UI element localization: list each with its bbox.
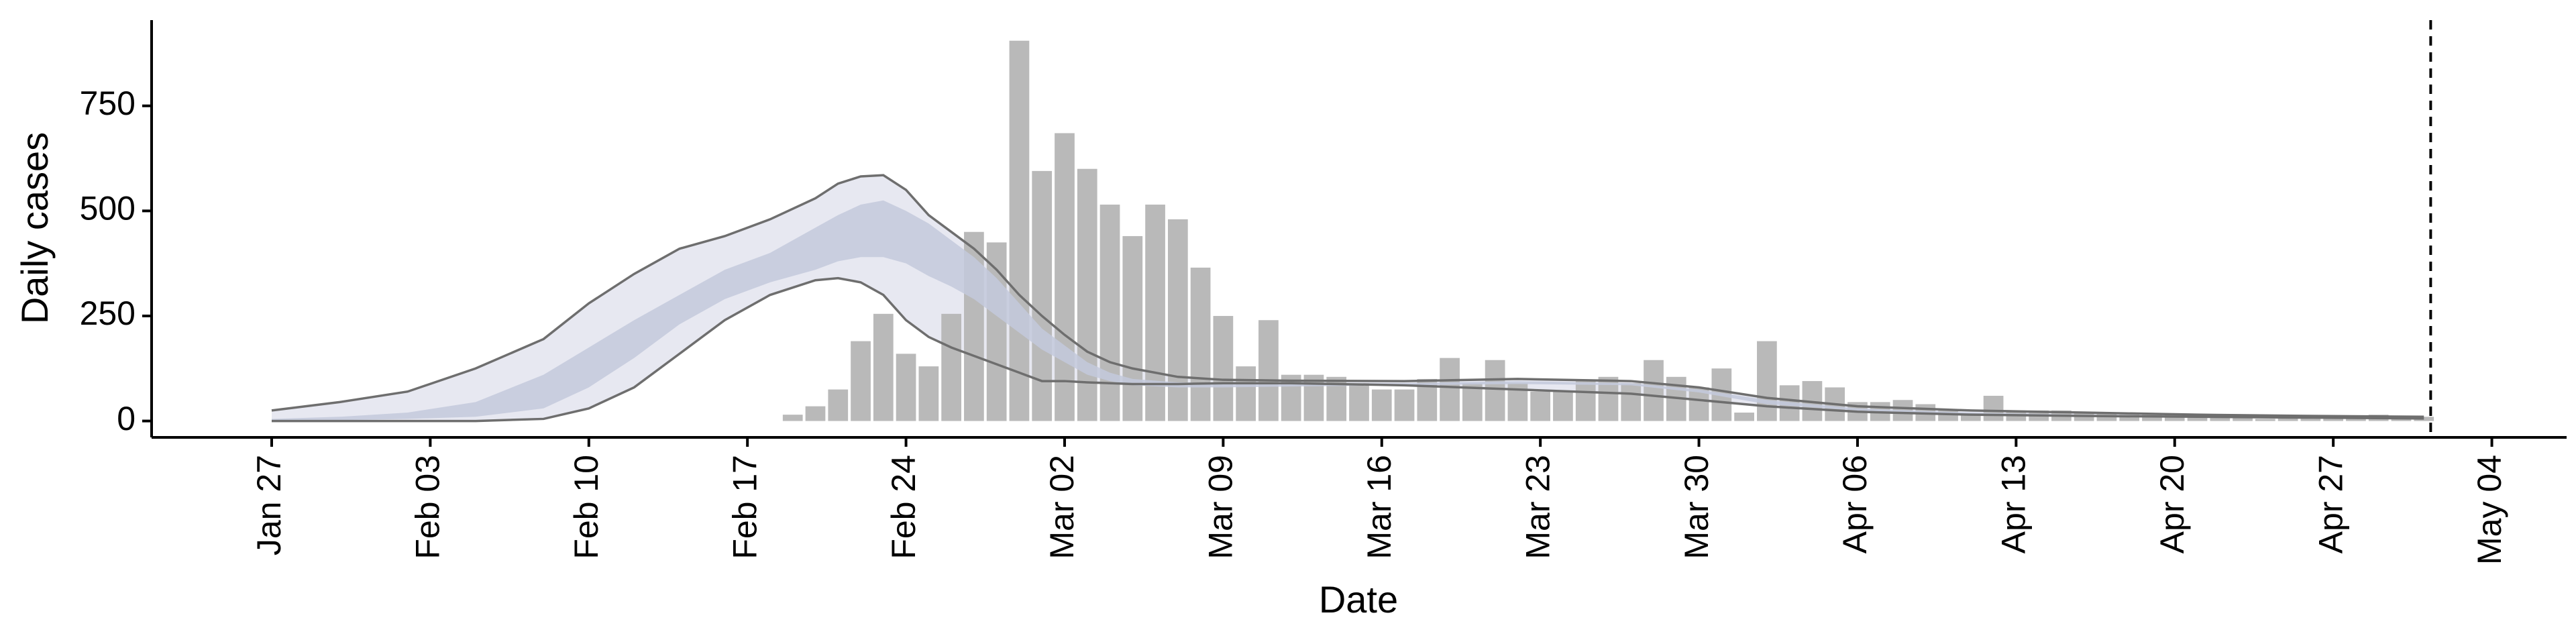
bar [1258,320,1279,421]
bar [1122,235,1143,421]
bar [918,366,939,421]
y-tick-label: 0 [117,400,136,437]
bar [1167,219,1188,421]
bar [1349,383,1369,421]
bar [1530,391,1551,421]
bar [1236,366,1256,421]
bar [2255,419,2275,421]
bar [1371,389,1392,421]
x-tick-label: May 04 [2471,455,2508,565]
bar [1032,170,1053,421]
bar [2210,417,2231,421]
bar [1077,168,1097,421]
x-tick-label: Apr 27 [2312,455,2349,553]
bar [805,406,826,421]
x-tick-label: Apr 06 [1836,455,1874,553]
y-tick-label: 500 [80,190,136,227]
bar [1644,360,1664,421]
bar [2391,419,2412,421]
bar [2142,415,2162,421]
x-tick-label: Mar 16 [1360,455,1398,559]
bar [1462,383,1483,421]
x-tick-label: Mar 02 [1043,455,1081,559]
bar [941,313,961,421]
bar [1757,341,1777,421]
x-tick-label: Mar 09 [1202,455,1240,559]
bar [1055,133,1075,421]
bar [2164,415,2185,421]
bar [782,415,803,421]
bar [2233,417,2253,421]
bar [896,354,916,421]
ribbon-edge [271,174,2424,419]
x-tick-label: Feb 17 [726,455,763,559]
bar [1960,415,1981,421]
x-tick-label: Jan 27 [250,455,288,555]
x-tick-label: Apr 13 [1995,455,2033,553]
x-tick-label: Mar 30 [1678,455,1715,559]
y-axis-label: Daily cases [13,132,56,324]
x-tick-label: Apr 20 [2153,455,2191,553]
bar [2300,417,2321,421]
x-axis-label: Date [1319,578,1398,621]
bar [873,313,894,421]
bar [1621,383,1642,421]
bar [2277,417,2298,421]
bar [1575,381,1596,421]
bar [1734,413,1754,421]
y-tick-label: 250 [80,294,136,332]
bar [1190,267,1211,421]
bar [2119,415,2140,421]
bar [1213,315,1234,421]
y-tick-label: 750 [80,85,136,122]
inner-band [271,200,2424,421]
bar [1983,395,2004,421]
bar [1009,40,1030,421]
x-tick-label: Feb 24 [885,455,922,559]
bar [851,341,871,421]
bar [1440,358,1460,421]
x-tick-label: Feb 03 [409,455,447,559]
bar [1394,389,1415,421]
bar [1485,360,1505,421]
bar [1145,204,1165,421]
bar [2414,417,2434,421]
bar [1099,204,1120,421]
x-tick-label: Mar 23 [1519,455,1556,559]
bar [828,389,849,421]
ribbon-edge [271,276,2424,423]
x-tick-label: Feb 10 [568,455,605,559]
bar [1553,391,1573,421]
